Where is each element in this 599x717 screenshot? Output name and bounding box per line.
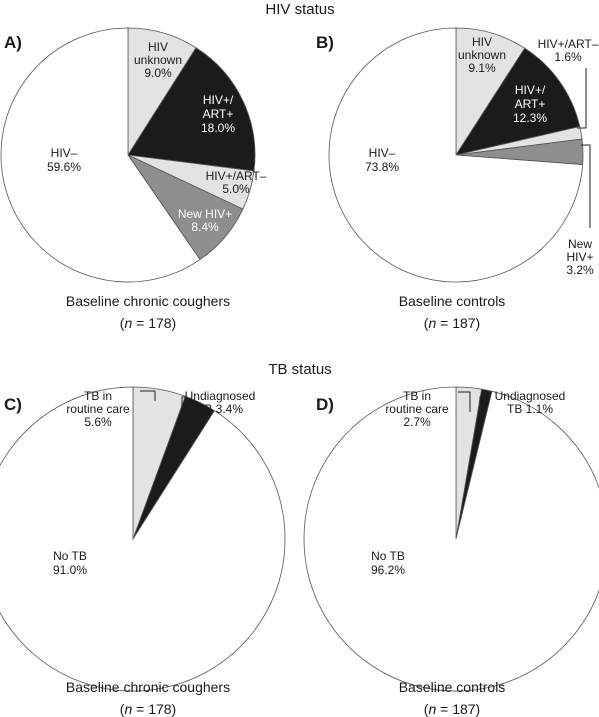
pie-1-leader-0 [577,68,587,129]
pie-3-slice-0-label: TB in routine care 2.7% [385,389,449,429]
pie-1-slice-4 [328,27,584,283]
sample-size-1: (n = 187) [424,315,480,331]
pie-0-slice-1-label: HIV+/ART+ 18.0% [201,93,235,135]
pie-0-slice-0-label: HIV unknown 9.0% [134,40,182,80]
pie-2-slice-2-label: No TB 91.0% [53,549,87,577]
pie-2-leader-0 [140,390,156,401]
pie-0-slice-3-label: New HIV+ 8.4% [178,207,232,234]
caption-0: Baseline chronic coughers [66,293,230,309]
sample-size-2: (n = 178) [120,701,176,717]
panel-label-2: C) [4,395,22,414]
sample-size-0: (n = 178) [120,315,176,331]
pie-3-slice-1-label: Undiagnosed TB 1.1% [495,389,566,416]
pie-1-slice-0-label: HIV unknown 9.1% [458,35,506,75]
pie-2-slice-0-label: TB in routine care 5.6% [66,389,130,429]
pie-1-leader-1 [581,144,591,228]
pie-1-slice-3-label: New HIV+ 3.2% [566,237,594,277]
panel-label-0: A) [4,33,22,52]
pie-2-leader-1 [181,396,186,408]
pie-1-slice-4-label: HIV– 73.8% [365,146,399,174]
pie-3-slice-2-label: No TB 96.2% [371,549,405,577]
pie-0-slice-2-label: HIV+/ART– 5.0% [206,169,267,196]
caption-3: Baseline controls [399,679,506,695]
panel-label-1: B) [316,33,334,52]
pie-3-leader-0 [458,391,471,412]
pie-0-slice-4-label: HIV– 59.6% [47,146,81,174]
pie-0-slice-1 [127,47,256,172]
caption-2: Baseline chronic coughers [66,679,230,695]
pie-2-slice-2 [0,386,286,692]
pie-0-slice-4 [0,27,201,283]
sample-size-3: (n = 187) [424,701,480,717]
panel-label-3: D) [316,395,334,414]
pie-3-leader-1 [479,396,484,412]
section-title-tb: TB status [268,361,331,378]
pie-1-slice-1-label: HIV+/ART+ 12.3% [513,83,547,125]
pie-2-slice-1-label: Undiagnosed TB 3.4% [185,389,256,416]
pie-1-slice-2-label: HIV+/ART– 1.6% [538,37,599,64]
section-title-hiv: HIV status [265,1,334,18]
pie-3-slice-2 [303,386,599,692]
caption-1: Baseline controls [399,293,506,309]
pie-1-slice-1 [455,47,581,156]
